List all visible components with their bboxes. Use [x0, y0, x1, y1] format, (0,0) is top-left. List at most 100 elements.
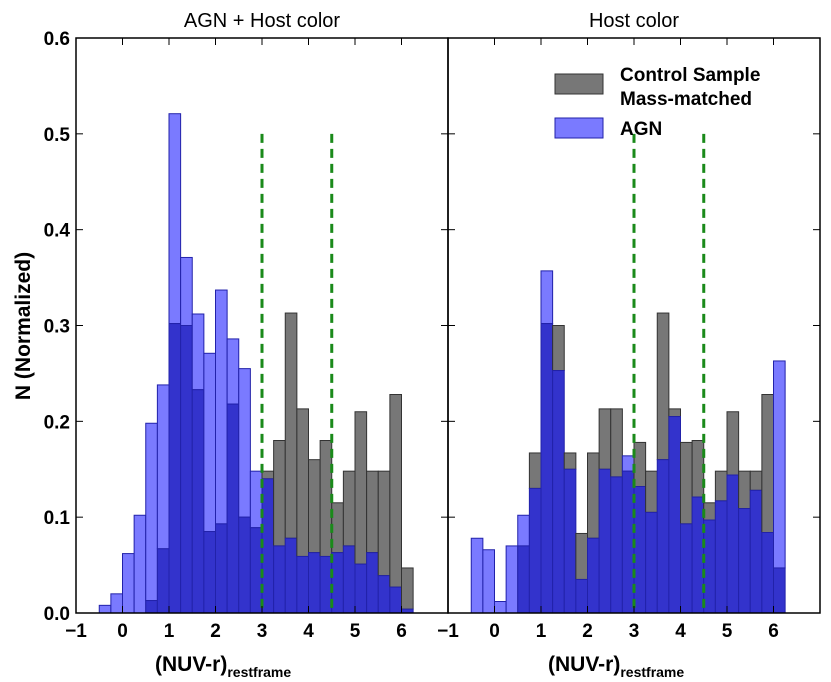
y-tick-label: 0.1: [44, 508, 71, 529]
panel-2-bar-excess: [528, 452, 542, 489]
panel-1-bar-overlap: [145, 600, 158, 614]
panel-1-bar-overlap: [249, 527, 263, 614]
threshold-lines: [260, 133, 706, 613]
panel-2-bar-overlap: [563, 468, 577, 614]
panel-1-bar-excess: [145, 422, 158, 602]
panel-2-bar-overlap: [517, 545, 530, 614]
panel-1-bar-excess: [249, 470, 263, 529]
x-axis-label-2-sub: restframe: [620, 664, 684, 680]
panel-1-bar-excess: [284, 312, 298, 539]
panel-1-bar-overlap: [273, 545, 286, 614]
panel-2-x-tick-label: 0: [489, 621, 500, 642]
panel-1-x-tick-label: 6: [396, 621, 407, 642]
panel-1-bar-overlap: [296, 555, 309, 614]
panel-2-bar-excess: [505, 545, 519, 614]
panel-1-x-tick-label: 0: [117, 621, 128, 642]
legend-control-swatch: [554, 73, 604, 95]
panel-2-bar-excess: [773, 360, 786, 569]
panel-1-bar-excess: [156, 384, 170, 550]
panel-2-x-tick-label: 3: [629, 621, 640, 642]
panel-2-bar-excess: [621, 455, 635, 472]
legend-control-label-2: Mass-matched: [620, 89, 752, 110]
panel-2-bar-excess: [563, 452, 577, 470]
panel-1-bar-overlap: [226, 403, 240, 614]
x-axis-label-1: (NUV-r)restframe: [155, 653, 291, 680]
panel-1-bar-overlap: [319, 555, 333, 614]
panel-1-bar-excess: [110, 593, 123, 614]
panel-2-x-tick-label: 2: [582, 621, 593, 642]
x-axis-label-2: (NUV-r)restframe: [548, 653, 684, 680]
panel-2-title: Host color: [589, 10, 679, 32]
panel-1-bar-excess: [389, 394, 402, 588]
panel-1-bar-excess: [261, 470, 275, 480]
panel-2-bar-excess: [633, 441, 647, 487]
panel-1-bar-overlap: [156, 548, 170, 614]
panel-2-x-tick-label: 5: [722, 621, 733, 642]
panel-1-bar-overlap: [354, 563, 368, 614]
y-tick-label: 0.5: [44, 125, 71, 146]
panel-1-bar-excess: [215, 289, 228, 525]
panel-2-bar-excess: [494, 601, 507, 614]
panel-2-bar-excess: [714, 470, 728, 502]
panel-2-bar-overlap: [610, 476, 623, 614]
panel-2-bar-excess: [598, 408, 612, 470]
panel-1-bar-excess: [331, 502, 344, 554]
panel-1-bar-excess: [191, 313, 205, 391]
y-tick-label: 0.3: [44, 317, 70, 338]
panel-1-x-tick-label: 3: [257, 621, 268, 642]
panel-2-bar-excess: [517, 514, 530, 547]
panel-1-bar-overlap: [377, 575, 391, 614]
panel-1-title: AGN + Host color: [184, 10, 341, 32]
panel-1-bar-excess: [203, 352, 216, 533]
panel-2-bar-overlap: [761, 532, 774, 614]
panel-2-x-tick-label: 4: [675, 621, 686, 642]
y-tick-label: 0.0: [44, 604, 70, 625]
panel-2-bars: [470, 270, 786, 614]
panel-1-bar-overlap: [389, 586, 402, 614]
panel-2-bar-overlap: [633, 486, 647, 614]
panel-2-bar-excess: [610, 408, 623, 478]
panel-1-x-tick-label: 5: [350, 621, 361, 642]
legend-agn-swatch: [554, 117, 604, 139]
panel-1-bar-overlap: [238, 516, 251, 614]
panel-2-bar-overlap: [726, 474, 740, 614]
panel-1-bar-overlap: [203, 531, 216, 614]
legend: Control Sample Mass-matched AGN: [554, 65, 760, 140]
panel-1-bar-excess: [342, 470, 356, 547]
panel-2-bar-excess: [482, 549, 495, 614]
panel-2-bar-overlap: [680, 523, 693, 614]
panel-2-bar-overlap: [575, 578, 588, 614]
panel-2-bar-excess: [691, 440, 705, 498]
panel-1-bar-excess: [168, 113, 182, 325]
panel-2-bar-excess: [656, 312, 670, 461]
panel-1-bar-excess: [377, 470, 391, 577]
panel-2-x-tick-label: 6: [768, 621, 779, 642]
panel-1-bar-overlap: [191, 389, 205, 614]
panel-1-bar-excess: [366, 470, 379, 554]
panel-2-bar-overlap: [656, 459, 670, 614]
panel-1-bar-overlap: [180, 325, 193, 614]
panel-1-bar-overlap: [331, 552, 344, 614]
panel-1-bar-overlap: [261, 478, 275, 614]
panel-2-x-tick-label: −1: [437, 621, 459, 642]
panel-2-bar-excess: [726, 411, 740, 476]
panel-2-bar-overlap: [738, 508, 751, 614]
x-axis-label-1-sub: restframe: [227, 664, 291, 680]
panel-1-x-tick-label: −1: [65, 621, 87, 642]
panel-2-bar-overlap: [598, 468, 612, 614]
legend-agn-label: AGN: [620, 119, 662, 140]
axis-ticks: 0.0 0.1 0.2 0.3 0.4 0.5 0.6 −1 0 1 2 3 4 5 6 −1 0 1 2 3 4 5 6: [44, 29, 820, 642]
panel-2-bar-overlap: [703, 519, 716, 614]
panel-1-bar-excess: [319, 440, 333, 557]
panel-2-bar-overlap: [528, 487, 542, 614]
panel-2-x-tick-label: 1: [536, 621, 547, 642]
panel-2-bar-excess: [470, 537, 484, 614]
panel-2-bar-excess: [552, 325, 565, 372]
panel-1-x-tick-label: 1: [164, 621, 175, 642]
panel-1-bar-excess: [226, 338, 240, 405]
panel-2-bar-excess: [575, 532, 588, 580]
panel-1-bar-overlap: [168, 323, 182, 614]
panel-2-bar-overlap: [773, 567, 786, 614]
panel-2-bar-excess: [749, 470, 763, 491]
